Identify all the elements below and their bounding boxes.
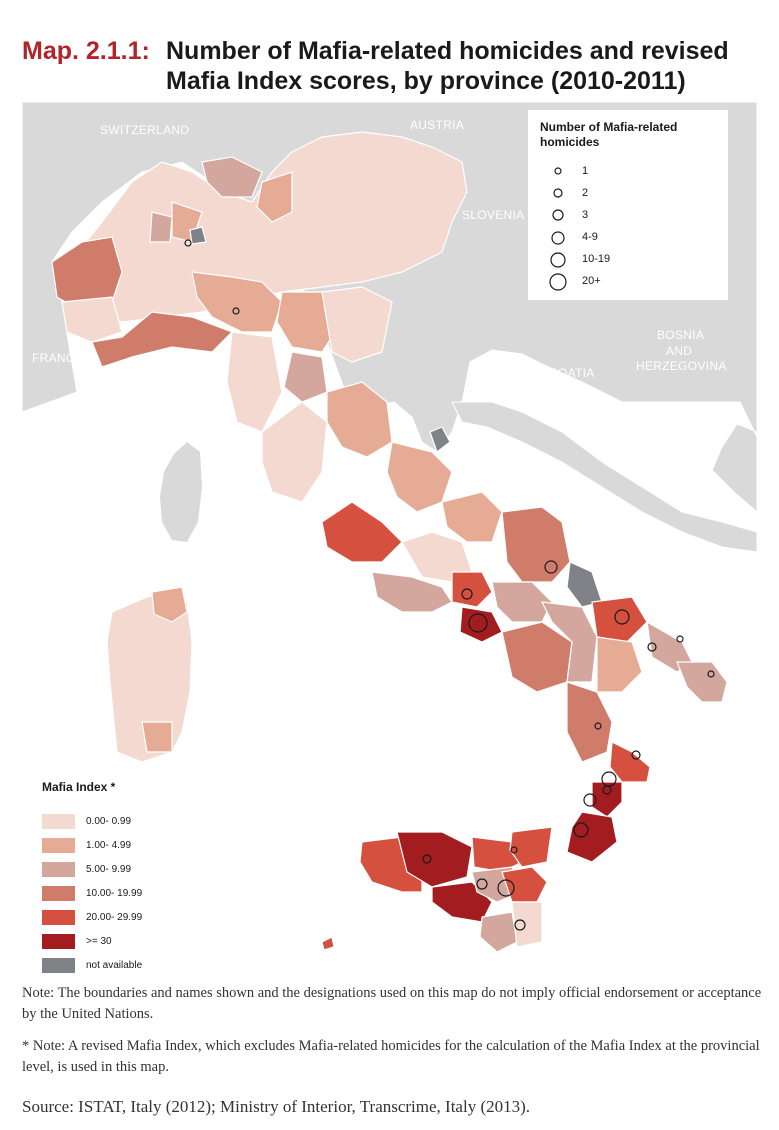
mafia-index-legend-item: 10.00- 19.99 (42, 886, 222, 902)
homicide-legend-item: 20+ (540, 272, 720, 292)
title-line-1: Number of Mafia-related homicides and re… (166, 37, 729, 65)
homicide-legend-item: 4-9 (540, 228, 720, 248)
mafia-index-legend-item: 5.00- 9.99 (42, 862, 222, 878)
label-switzerland: SWITZERLAND (100, 123, 189, 137)
label-bosnia: BOSNIA (657, 328, 704, 342)
sardinia (106, 586, 193, 763)
mafia-index-legend-item: >= 30 (42, 934, 222, 950)
homicide-legend-title: Number of Mafia-related homicides (540, 120, 678, 149)
label-and: AND (666, 344, 692, 358)
italy-provinces (51, 131, 728, 863)
label-croatia: CROATIA (540, 366, 595, 380)
note-boundaries: Note: The boundaries and names shown and… (22, 985, 762, 1022)
legend-swatch (42, 814, 75, 829)
title-line-2: Mafia Index scores, by province (2010-20… (166, 67, 686, 95)
legend-swatch (42, 886, 75, 901)
homicide-markers (184, 239, 715, 931)
mafia-index-legend-item: not available (42, 958, 222, 974)
legend-swatch (42, 838, 75, 853)
label-slovenia: SLOVENIA (462, 208, 524, 222)
homicide-legend-item: 10-19 (540, 250, 720, 270)
label-austria: AUSTRIA (410, 118, 464, 132)
corsica (160, 442, 202, 542)
homicide-legend-item: 1 (540, 162, 720, 182)
homicide-legend-item: 2 (540, 184, 720, 204)
label-herzegovina: HERZEGOVINA (636, 359, 727, 373)
homicide-legend-item: 3 (540, 206, 720, 226)
mafia-index-legend: Mafia Index * 0.00- 0.99 1.00- 4.99 5.00… (40, 780, 220, 980)
map-number-label: Map. 2.1.1: (22, 37, 150, 65)
legend-swatch (42, 910, 75, 925)
legend-swatch (42, 934, 75, 949)
label-france: FRANCE (32, 351, 83, 365)
sicily (321, 826, 553, 953)
mafia-index-legend-title: Mafia Index * (42, 780, 116, 794)
legend-swatch (42, 958, 75, 973)
source-note: Source: ISTAT, Italy (2012); Ministry of… (22, 1097, 531, 1116)
mafia-index-legend-item: 0.00- 0.99 (42, 814, 222, 830)
note-revised-index: * Note: A revised Mafia Index, which exc… (22, 1038, 760, 1075)
homicide-legend: Number of Mafia-related homicides 1 2 3 … (528, 110, 728, 300)
mafia-index-legend-item: 20.00- 29.99 (42, 910, 222, 926)
croatia-coast (451, 401, 757, 553)
mafia-index-legend-item: 1.00- 4.99 (42, 838, 222, 854)
legend-swatch (42, 862, 75, 877)
